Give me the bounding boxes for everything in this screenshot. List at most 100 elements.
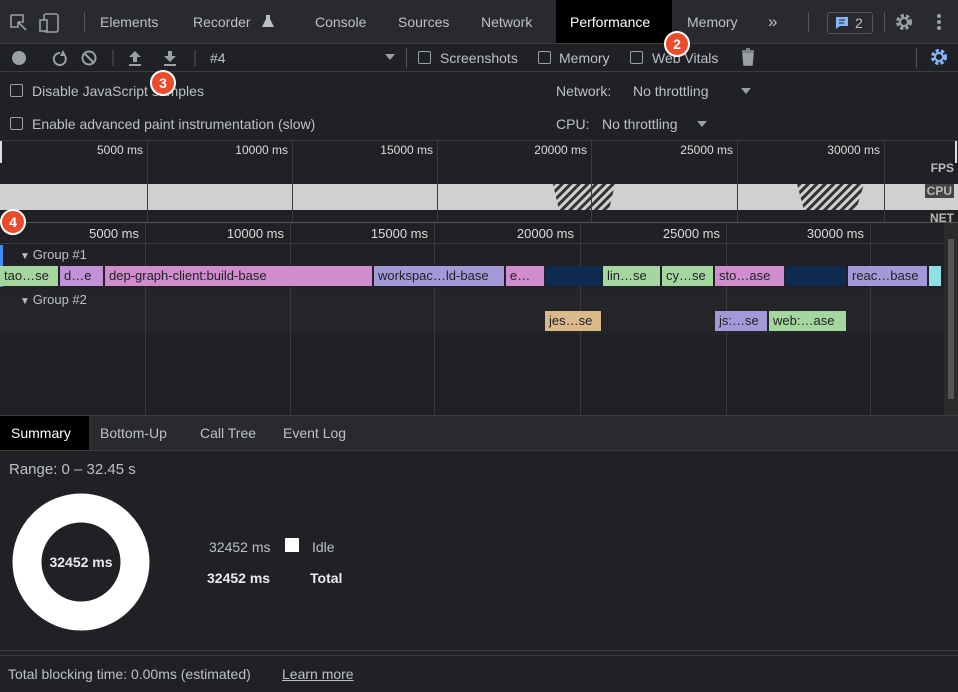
task-block[interactable]: jes…se <box>545 311 602 331</box>
grid-line <box>292 141 293 222</box>
checkbox-label[interactable]: Memory <box>559 50 610 66</box>
capture-settings[interactable] <box>929 47 949 67</box>
task-block[interactable]: js:…se <box>715 311 768 331</box>
tab[interactable]: Event Log <box>283 425 347 441</box>
task-block[interactable]: dep-graph-client:build-base <box>105 266 373 286</box>
footer <box>0 650 958 692</box>
tab[interactable]: Console <box>315 14 367 30</box>
group-header[interactable]: ▼ Group #1 <box>20 247 87 262</box>
dropdown-arrow <box>697 121 707 127</box>
setting-label[interactable]: Enable advanced paint instrumentation (s… <box>32 116 316 132</box>
details-tabs <box>0 415 958 451</box>
track-label: FPS <box>930 161 954 175</box>
group-name: Group #1 <box>32 247 87 262</box>
checkbox[interactable] <box>10 84 23 97</box>
legend-swatch <box>285 538 299 552</box>
task-block[interactable]: sto…ase <box>715 266 785 286</box>
cpu-select[interactable]: No throttling <box>602 116 678 132</box>
grid-line <box>591 141 592 222</box>
tab[interactable]: Elements <box>100 14 159 30</box>
dropdown-arrow <box>385 54 395 60</box>
tab[interactable]: Sources <box>398 14 450 30</box>
tick-label: 5000 ms <box>96 143 143 157</box>
tab-active[interactable]: Performance <box>570 14 651 30</box>
checkbox[interactable] <box>538 51 551 64</box>
task-block[interactable]: reac…base <box>848 266 928 286</box>
scrollbar[interactable] <box>944 223 958 415</box>
summary-value: 32452 ms <box>209 539 271 555</box>
task-block[interactable]: web:…ase <box>769 311 847 331</box>
tab[interactable]: Call Tree <box>200 425 257 441</box>
task-block[interactable] <box>545 266 602 286</box>
tick-label: 10000 ms <box>235 143 288 157</box>
grid-line <box>737 141 738 222</box>
tab-active[interactable]: Summary <box>11 425 71 441</box>
active-tab-bg <box>556 0 672 43</box>
toolbar-icons[interactable] <box>8 47 198 69</box>
setting-label[interactable]: Disable JavaScript samples <box>32 83 204 99</box>
group-name: Group #2 <box>32 292 87 307</box>
tick-label: 15000 ms <box>380 143 433 157</box>
grid-line <box>870 223 871 415</box>
grid-line <box>147 141 148 222</box>
donut <box>12 493 150 631</box>
grid-line <box>884 141 885 222</box>
tab[interactable]: Network <box>481 14 533 30</box>
issues-button[interactable]: 2 <box>827 12 873 34</box>
menu-icon[interactable] <box>934 12 944 32</box>
settings-pane <box>0 72 958 141</box>
checkbox-label[interactable]: Screenshots <box>440 50 518 66</box>
scroll-thumb[interactable] <box>948 239 954 399</box>
annotation-badge: 2 <box>664 31 690 57</box>
tick-label: 5000 ms <box>89 226 139 241</box>
footer-text: Total blocking time: 0.00ms (estimated) <box>8 666 251 682</box>
summary-label: Total <box>310 570 343 586</box>
track-label: NET <box>930 211 954 225</box>
ruler-border <box>0 243 944 244</box>
profile-select[interactable]: #4 <box>210 50 226 66</box>
overview-handle[interactable] <box>955 141 957 163</box>
grid-line <box>437 141 438 222</box>
tab[interactable]: Memory <box>687 14 738 30</box>
issues-icon <box>836 17 848 29</box>
tick-label: 25000 ms <box>662 226 720 241</box>
flask-icon <box>262 15 274 27</box>
task-block[interactable] <box>785 266 847 286</box>
checkbox[interactable] <box>630 51 643 64</box>
cpu-label: CPU: <box>556 116 590 132</box>
settings-icon[interactable] <box>894 12 914 32</box>
network-select[interactable]: No throttling <box>633 83 709 99</box>
learn-more-link[interactable]: Learn more <box>282 666 354 682</box>
toolbar <box>0 44 958 72</box>
footer-line <box>0 655 958 656</box>
inspect-icons[interactable] <box>8 12 68 34</box>
task-block[interactable]: cy…se <box>662 266 714 286</box>
overview-handle[interactable] <box>0 141 2 163</box>
task-block[interactable]: e… <box>506 266 545 286</box>
tab[interactable]: Recorder <box>193 14 251 30</box>
network-label: Network: <box>556 83 612 99</box>
tab-bar <box>0 0 958 44</box>
tick-label: 10000 ms <box>226 226 284 241</box>
task-block[interactable]: tao…se <box>0 266 59 286</box>
tick-label: 15000 ms <box>370 226 428 241</box>
task-block[interactable] <box>929 266 942 286</box>
tab[interactable]: Bottom-Up <box>100 425 167 441</box>
task-block[interactable]: lin…se <box>603 266 661 286</box>
task-block[interactable]: workspac…ld-base <box>374 266 505 286</box>
checkbox[interactable] <box>418 51 431 64</box>
annotation-badge: 3 <box>150 70 176 96</box>
range: Range: 0 – 32.45 s <box>9 461 136 478</box>
more-tabs[interactable]: » <box>768 12 778 31</box>
trash-icon[interactable] <box>741 48 755 66</box>
task-block[interactable]: d…e <box>60 266 104 286</box>
tick-label: 20000 ms <box>534 143 587 157</box>
dropdown-arrow <box>741 88 751 94</box>
track-label: CPU <box>924 184 954 198</box>
issues-count: 2 <box>855 15 863 31</box>
donut-label: 32452 ms <box>49 554 113 570</box>
tick-label: 30000 ms <box>827 143 880 157</box>
group-header[interactable]: ▼ Group #2 <box>20 292 87 307</box>
checkbox[interactable] <box>10 117 23 130</box>
